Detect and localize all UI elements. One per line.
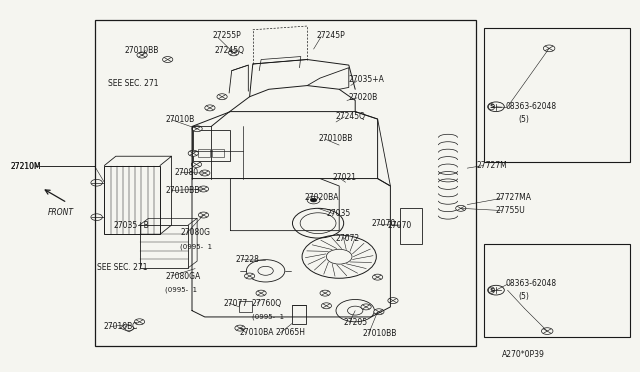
Circle shape	[205, 105, 215, 111]
Circle shape	[388, 298, 398, 304]
Text: 27228: 27228	[236, 255, 259, 264]
Bar	[193, 130, 230, 161]
Text: (5): (5)	[518, 115, 529, 124]
Circle shape	[456, 205, 466, 211]
Circle shape	[310, 198, 317, 202]
Text: 27010BC: 27010BC	[104, 322, 138, 331]
Text: SEE SEC. 271: SEE SEC. 271	[108, 79, 158, 88]
Text: 27255P: 27255P	[212, 31, 241, 40]
Circle shape	[228, 50, 239, 56]
Text: A270*0P39: A270*0P39	[502, 350, 545, 359]
Circle shape	[137, 52, 147, 58]
Bar	[484, 244, 630, 337]
Text: 27727M: 27727M	[477, 161, 508, 170]
Bar	[212, 149, 224, 157]
Text: 27010BA: 27010BA	[240, 328, 275, 337]
Circle shape	[200, 170, 210, 176]
Circle shape	[192, 126, 202, 132]
Circle shape	[256, 290, 266, 296]
Text: 08363-62048: 08363-62048	[506, 102, 557, 110]
Bar	[95, 20, 476, 346]
Text: 27245Q: 27245Q	[336, 112, 366, 121]
Circle shape	[198, 212, 209, 218]
Text: 27070: 27070	[371, 219, 396, 228]
Circle shape	[188, 150, 198, 156]
Text: 27035: 27035	[326, 209, 351, 218]
Bar	[400, 208, 422, 244]
Text: S: S	[489, 104, 494, 109]
Text: 27010BB: 27010BB	[125, 46, 159, 55]
Text: 27020BA: 27020BA	[305, 193, 339, 202]
Text: 27010B: 27010B	[165, 115, 195, 124]
Text: (0995-  1: (0995- 1	[252, 314, 284, 320]
Bar	[239, 301, 252, 312]
Circle shape	[372, 274, 383, 280]
Text: 27021: 27021	[332, 173, 356, 182]
Text: (5): (5)	[518, 292, 529, 301]
Text: S: S	[489, 288, 494, 293]
Text: 27205: 27205	[343, 318, 367, 327]
Text: 27010BB: 27010BB	[165, 186, 200, 195]
Circle shape	[321, 303, 332, 309]
Circle shape	[488, 285, 504, 295]
Circle shape	[541, 328, 553, 334]
Text: FRONT: FRONT	[48, 208, 74, 217]
Text: 27065H: 27065H	[275, 328, 305, 337]
Text: (0995-  1: (0995- 1	[165, 286, 197, 293]
Text: 27210M: 27210M	[11, 162, 42, 171]
Circle shape	[488, 102, 504, 112]
Text: 27755U: 27755U	[495, 206, 525, 215]
Circle shape	[198, 186, 209, 192]
Circle shape	[163, 57, 173, 62]
Circle shape	[191, 161, 202, 167]
Text: 27035+B: 27035+B	[114, 221, 150, 230]
Circle shape	[361, 304, 371, 310]
Circle shape	[244, 273, 255, 279]
Text: 27245P: 27245P	[317, 31, 346, 40]
Circle shape	[134, 319, 145, 325]
Text: 27035+A: 27035+A	[349, 76, 385, 84]
Text: 27245Q: 27245Q	[214, 46, 244, 55]
Text: 27080GA: 27080GA	[165, 272, 200, 280]
Text: 27080G: 27080G	[180, 228, 211, 237]
Text: 08363-62048: 08363-62048	[506, 279, 557, 288]
Bar	[140, 225, 188, 268]
Text: 27080: 27080	[174, 168, 198, 177]
Text: (0995-  1: (0995- 1	[180, 243, 212, 250]
Text: 27210M: 27210M	[11, 162, 42, 171]
Circle shape	[235, 325, 245, 331]
Text: 27020B: 27020B	[349, 93, 378, 102]
Text: 27760Q: 27760Q	[252, 299, 282, 308]
Text: SEE SEC. 271: SEE SEC. 271	[97, 263, 148, 272]
Bar	[104, 166, 160, 234]
Text: 27070: 27070	[387, 221, 412, 230]
Text: 27010BB: 27010BB	[318, 134, 353, 143]
Text: 27010BB: 27010BB	[362, 329, 397, 338]
Text: 27077: 27077	[223, 299, 248, 308]
Text: 27727MA: 27727MA	[495, 193, 531, 202]
Circle shape	[543, 45, 555, 52]
Bar	[484, 28, 630, 162]
Circle shape	[320, 290, 330, 296]
Bar	[292, 305, 306, 324]
Circle shape	[217, 94, 227, 100]
Circle shape	[374, 309, 384, 315]
Bar	[198, 149, 210, 157]
Text: 27072: 27072	[336, 234, 360, 243]
